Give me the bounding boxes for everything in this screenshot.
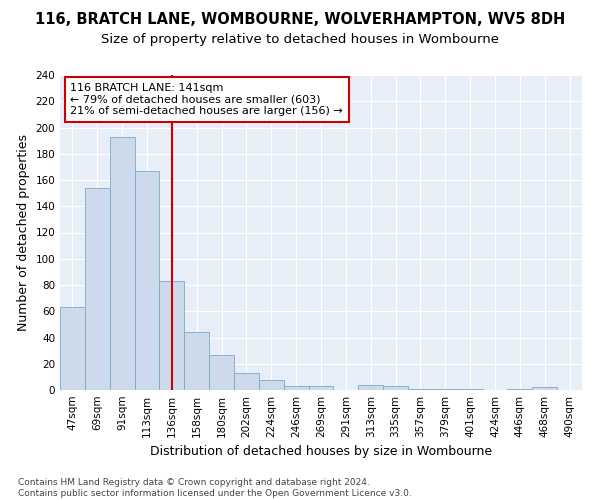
- Bar: [134, 171, 160, 390]
- Bar: [60, 308, 85, 390]
- Text: Size of property relative to detached houses in Wombourne: Size of property relative to detached ho…: [101, 32, 499, 46]
- Bar: [160, 281, 184, 390]
- Bar: [184, 332, 209, 390]
- Text: 116, BRATCH LANE, WOMBOURNE, WOLVERHAMPTON, WV5 8DH: 116, BRATCH LANE, WOMBOURNE, WOLVERHAMPT…: [35, 12, 565, 28]
- Bar: [383, 386, 408, 390]
- Y-axis label: Number of detached properties: Number of detached properties: [17, 134, 30, 331]
- Bar: [508, 388, 532, 390]
- Bar: [259, 380, 284, 390]
- Text: Contains HM Land Registry data © Crown copyright and database right 2024.
Contai: Contains HM Land Registry data © Crown c…: [18, 478, 412, 498]
- Bar: [358, 385, 383, 390]
- Bar: [209, 354, 234, 390]
- Bar: [532, 388, 557, 390]
- Bar: [234, 373, 259, 390]
- Bar: [408, 388, 433, 390]
- Bar: [284, 386, 308, 390]
- Bar: [458, 388, 482, 390]
- Bar: [85, 188, 110, 390]
- Bar: [308, 386, 334, 390]
- Bar: [110, 136, 134, 390]
- Text: 116 BRATCH LANE: 141sqm
← 79% of detached houses are smaller (603)
21% of semi-d: 116 BRATCH LANE: 141sqm ← 79% of detache…: [70, 83, 343, 116]
- Bar: [433, 388, 458, 390]
- X-axis label: Distribution of detached houses by size in Wombourne: Distribution of detached houses by size …: [150, 446, 492, 458]
